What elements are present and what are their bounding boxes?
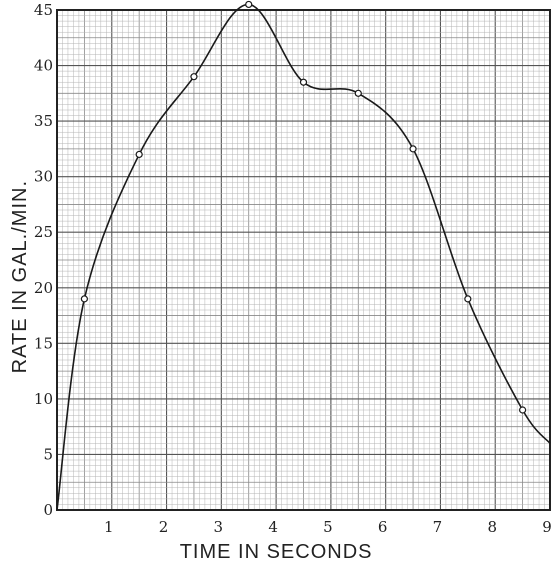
y-tick-label: 25 bbox=[34, 223, 53, 241]
data-point bbox=[245, 0, 253, 9]
y-tick-label: 0 bbox=[43, 501, 53, 519]
y-tick-label: 5 bbox=[43, 445, 53, 463]
chart-grid bbox=[57, 10, 550, 510]
x-tick-label: 9 bbox=[542, 518, 552, 536]
y-tick-label: 20 bbox=[34, 279, 53, 297]
x-tick-label: 2 bbox=[159, 518, 169, 536]
data-point bbox=[519, 406, 527, 414]
x-tick-label: 5 bbox=[323, 518, 333, 536]
data-point bbox=[354, 89, 362, 97]
series-layer bbox=[56, 0, 551, 511]
data-point bbox=[135, 150, 143, 159]
plot-frame bbox=[56, 9, 551, 511]
data-point bbox=[190, 73, 198, 81]
x-tick-label: 6 bbox=[378, 518, 388, 536]
y-tick-label: 10 bbox=[34, 390, 53, 408]
x-tick-label: 4 bbox=[268, 518, 278, 536]
y-tick-label: 15 bbox=[34, 334, 53, 352]
data-point bbox=[409, 145, 417, 153]
data-point bbox=[80, 295, 88, 303]
y-tick-label: 30 bbox=[34, 168, 53, 186]
data-point bbox=[299, 78, 308, 86]
y-tick-label: 40 bbox=[34, 57, 53, 75]
x-tick-label: 3 bbox=[214, 518, 224, 536]
x-tick-label: 7 bbox=[433, 518, 443, 536]
x-tick-label: 1 bbox=[104, 518, 114, 536]
y-axis-title: RATE IN GAL./MIN. bbox=[9, 180, 31, 373]
y-tick-label: 35 bbox=[34, 112, 53, 130]
data-point bbox=[464, 295, 472, 303]
series-line bbox=[56, 3, 551, 511]
x-tick-label: 8 bbox=[487, 518, 497, 536]
y-tick-label: 45 bbox=[34, 1, 53, 19]
x-axis-title: TIME IN SECONDS bbox=[180, 541, 373, 563]
